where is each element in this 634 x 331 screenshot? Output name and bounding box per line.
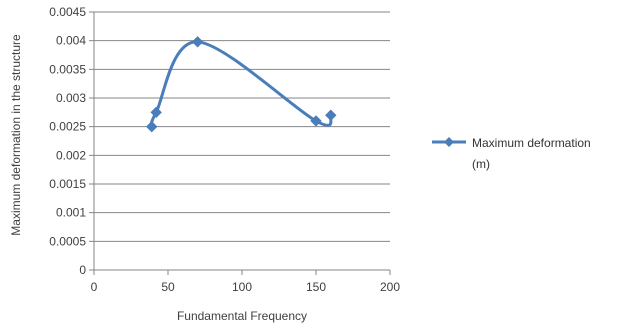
series-line — [149, 40, 333, 128]
y-tick-label: 0.0005 — [49, 234, 86, 248]
y-tick-label: 0.003 — [56, 91, 86, 105]
y-tick-label: 0.002 — [56, 148, 86, 162]
legend-label-line-2: (m) — [472, 157, 490, 171]
x-tick-label: 200 — [380, 280, 400, 294]
y-tick-label: 0.0045 — [49, 5, 86, 19]
data-point-diamond — [150, 106, 162, 119]
x-tick-labels: 0 50 100 150 200 — [91, 270, 400, 294]
y-tick-label: 0.004 — [56, 34, 86, 48]
legend-diamond-marker-icon — [444, 137, 454, 147]
x-tick-label: 150 — [306, 280, 326, 294]
data-point-diamond — [325, 109, 337, 121]
axes — [93, 12, 390, 271]
x-axis-title: Fundamental Frequency — [177, 309, 307, 323]
y-tick-label: 0.0025 — [49, 120, 86, 134]
x-tick-label: 100 — [232, 280, 252, 294]
y-tick-label: 0.0015 — [49, 177, 86, 191]
y-tick-label: 0.001 — [56, 206, 86, 220]
gridlines — [94, 11, 390, 242]
series-layer — [146, 36, 337, 133]
data-point-diamond — [146, 120, 158, 133]
data-point-diamond — [191, 36, 204, 48]
y-tick-label: 0 — [79, 263, 86, 277]
x-tick-label: 50 — [161, 280, 175, 294]
y-axis-title: Maximum deformation in the structure — [9, 34, 23, 236]
y-tick-labels: 0 0.0005 0.001 0.0015 0.002 0.0025 0.003 0.0035… — [49, 5, 94, 277]
legend-label-line-1: Maximum deformation — [472, 136, 591, 150]
data-point-diamond — [310, 115, 322, 127]
y-tick-label: 0.0035 — [49, 62, 86, 76]
x-tick-label: 0 — [91, 280, 98, 294]
legend: Maximum deformation (m) — [432, 136, 591, 171]
